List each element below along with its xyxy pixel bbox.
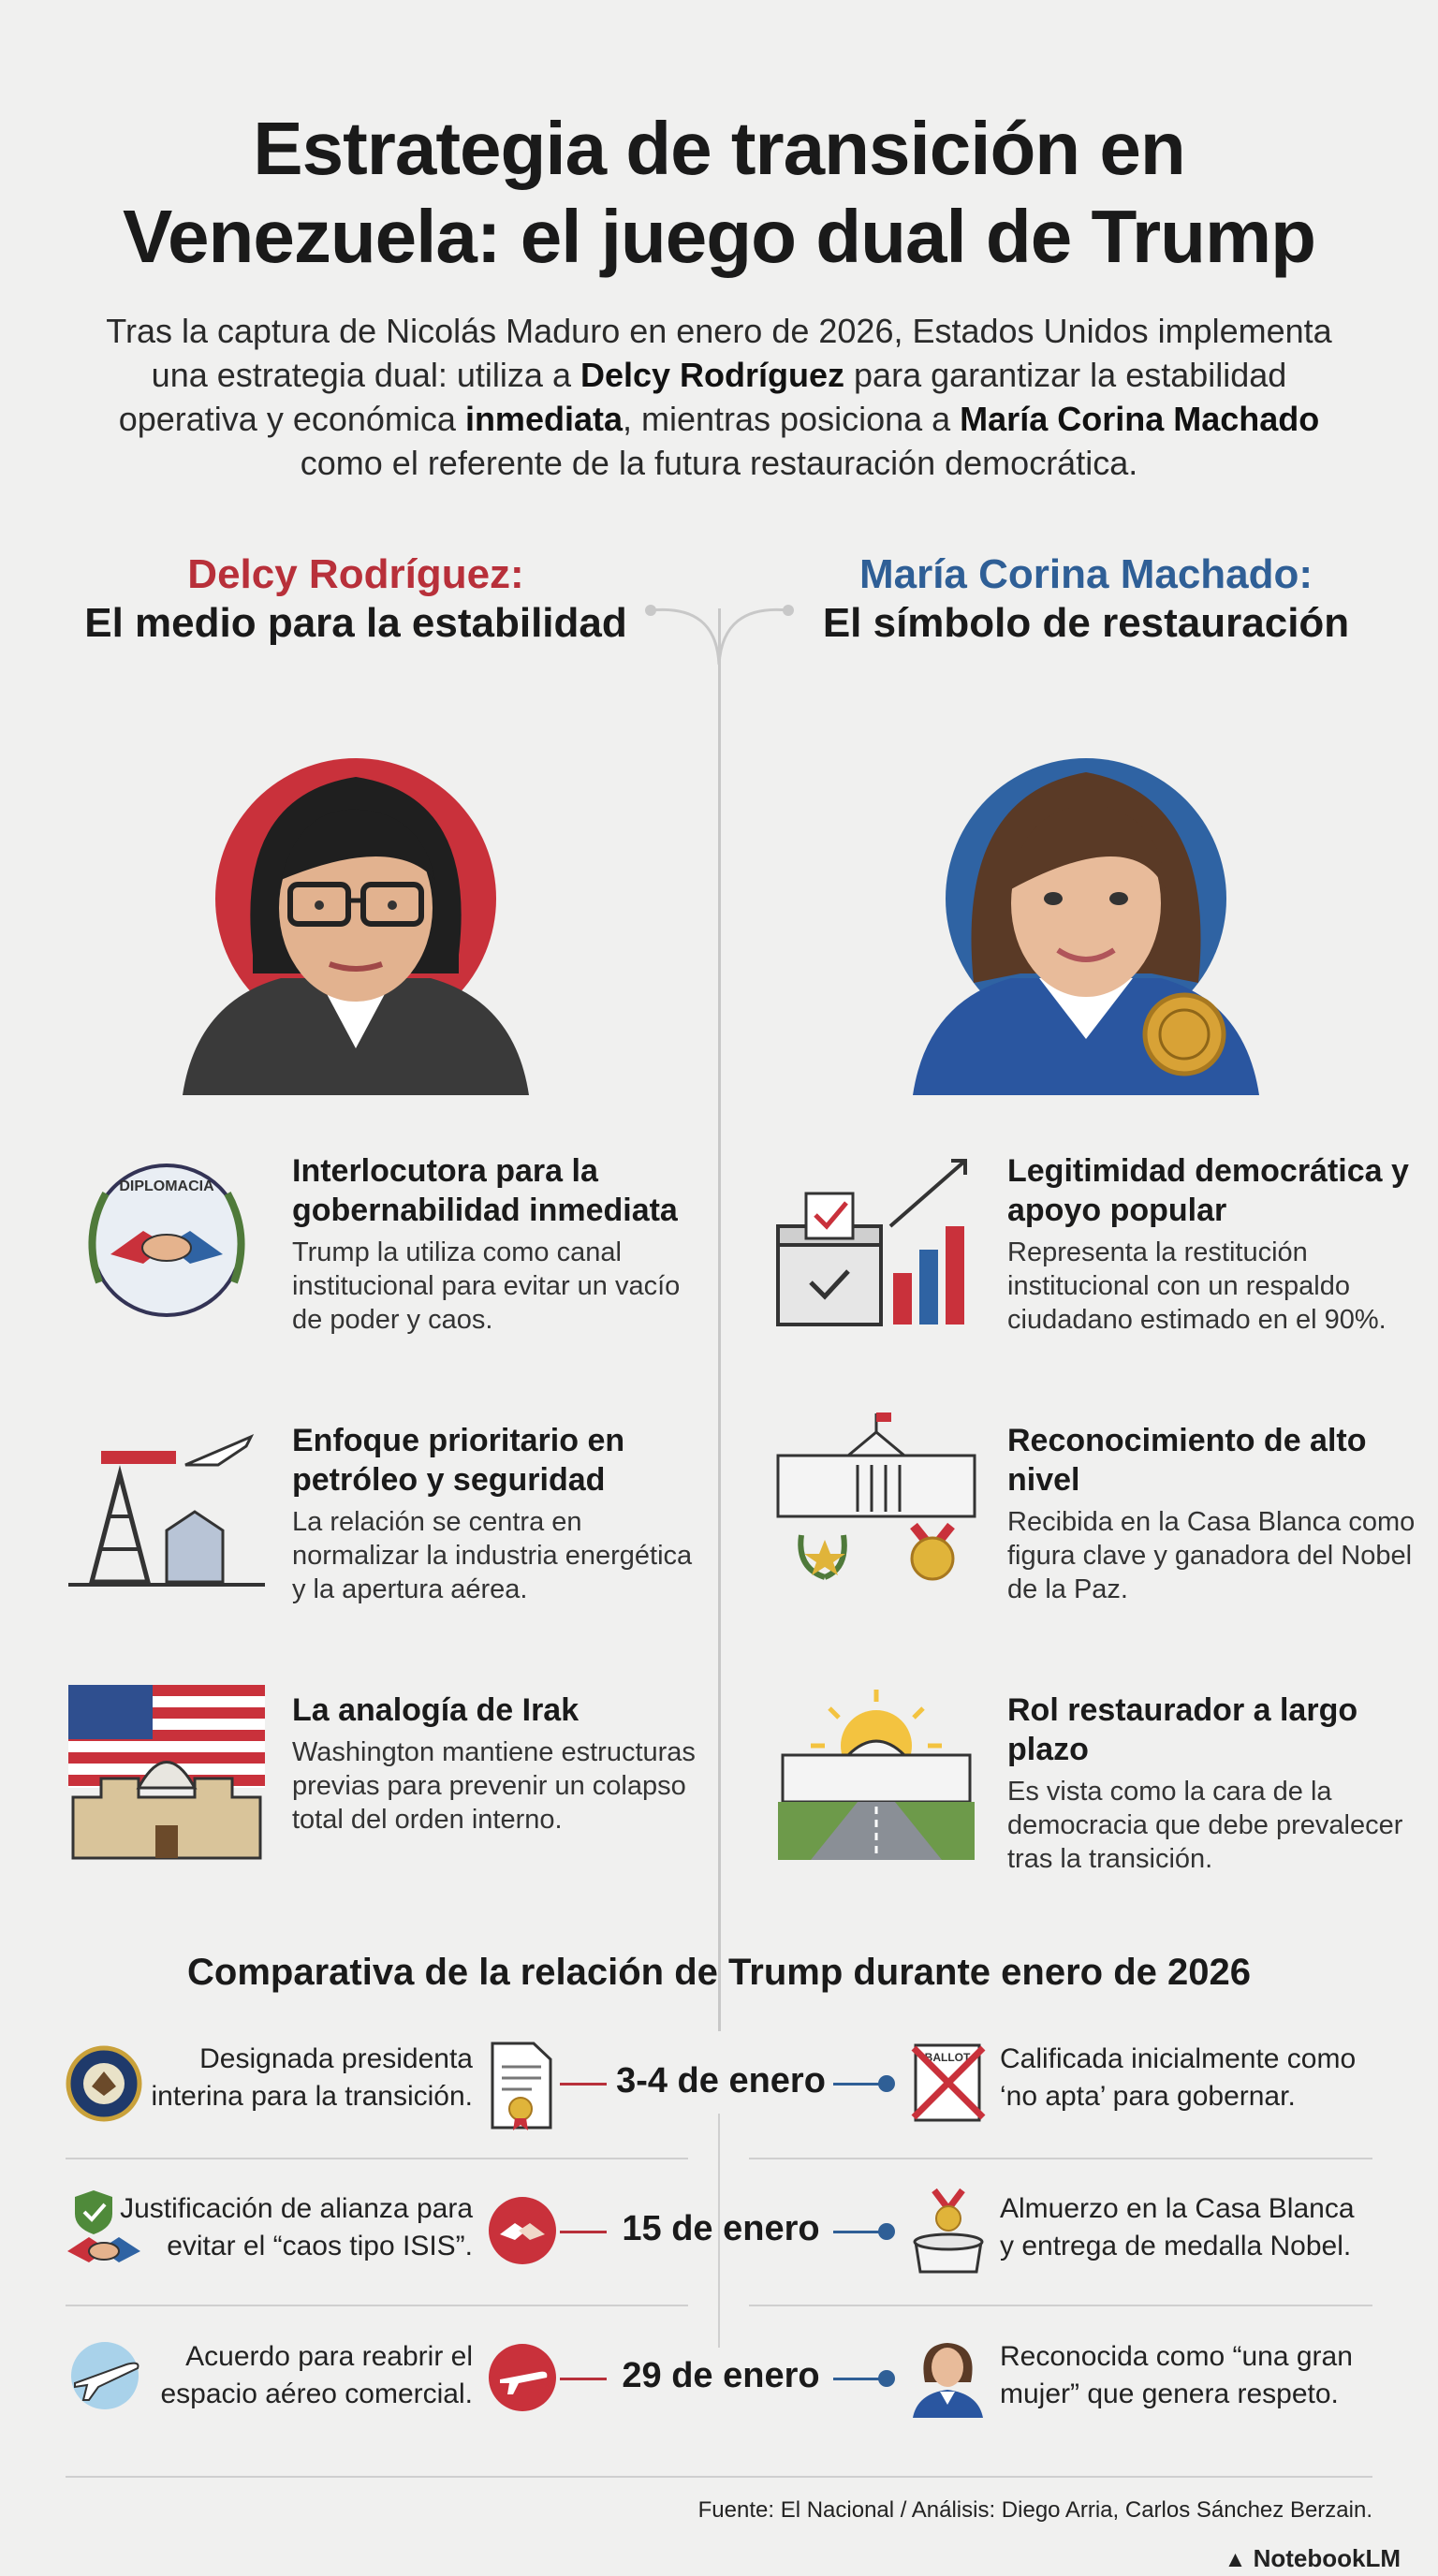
row-1-left-text: Designada presidenta interina para la tr… xyxy=(151,2043,473,2112)
document-certificate-icon xyxy=(491,2042,552,2130)
presidential-seal-icon xyxy=(66,2045,142,2122)
right-item-3-desc: Es vista como la cara de la democracia q… xyxy=(1007,1777,1403,1874)
left-column-heading: Delcy Rodríguez: El medio para la estabi… xyxy=(56,550,655,648)
airplane-badge-icon xyxy=(489,2344,556,2411)
left-item-3: La analogía de Irak Washington mantiene … xyxy=(292,1690,704,1837)
brand-text: NotebookLM xyxy=(1253,2544,1401,2572)
left-item-1: Interlocutora para la gobernabilidad inm… xyxy=(292,1151,704,1337)
left-name: Delcy Rodríguez: xyxy=(187,551,524,597)
ballot-box-chart-icon xyxy=(776,1159,967,1326)
comparison-title: Comparativa de la relación de Trump dura… xyxy=(187,1952,1251,1993)
row-1-right-dot xyxy=(878,2075,895,2092)
machado-portrait-icon xyxy=(913,758,1259,1095)
intro-paragraph: Tras la captura de Nicolás Maduro en ene… xyxy=(106,312,1332,482)
right-item-3: Rol restaurador a largo plazo Es vista c… xyxy=(1007,1690,1419,1876)
timeline-divider xyxy=(718,2114,720,2348)
row-1-right-connector xyxy=(833,2083,884,2086)
handshake-icon xyxy=(489,2197,556,2264)
airplane-icon xyxy=(71,2342,139,2409)
white-house-medal-icon xyxy=(776,1412,976,1581)
diplomacia-text: DIPLOMACIA xyxy=(119,1178,214,1194)
row-2-right-dot xyxy=(878,2223,895,2240)
dining-medal-icon xyxy=(913,2188,984,2274)
row-2-left-connector xyxy=(560,2231,607,2233)
right-subtitle: El símbolo de restauración xyxy=(822,600,1350,646)
row-3-date: 29 de enero xyxy=(622,2356,820,2395)
left-item-3-title: La analogía de Irak xyxy=(292,1692,580,1728)
ballot-text: BALLOT xyxy=(925,2051,971,2064)
row-1-right-text: Calificada inicialmente como ‘no apta’ p… xyxy=(1000,2043,1357,2112)
delcy-portrait-icon xyxy=(183,758,529,1095)
left-item-3-desc: Washington mantiene estructuras previas … xyxy=(292,1737,696,1835)
center-divider xyxy=(718,608,721,2031)
row-3-right-connector xyxy=(833,2378,884,2380)
row-3-left-connector xyxy=(560,2378,607,2380)
right-item-3-title: Rol restaurador a largo plazo xyxy=(1007,1692,1358,1767)
title-line-2: Venezuela: el juego dual de Trump xyxy=(123,195,1316,278)
right-item-1-title: Legitimidad democrática y apoyo popular xyxy=(1007,1153,1409,1228)
sunrise-road-icon xyxy=(778,1690,975,1860)
title-line-1: Estrategia de transición en xyxy=(253,107,1186,190)
left-item-2-title: Enfoque prioritario en petróleo y seguri… xyxy=(292,1423,625,1498)
source-note: Fuente: El Nacional / Análisis: Diego Ar… xyxy=(697,2497,1372,2523)
oil-rig-plane-icon xyxy=(68,1434,265,1587)
intro-bold-machado: María Corina Machado xyxy=(960,400,1320,438)
row-separator-1-left xyxy=(66,2158,688,2159)
right-item-1: Legitimidad democrática y apoyo popular … xyxy=(1007,1151,1419,1337)
heading-connector xyxy=(645,605,794,666)
intro-bold-delcy: Delcy Rodríguez xyxy=(580,356,845,394)
right-item-2-title: Reconocimiento de alto nivel xyxy=(1007,1423,1367,1498)
row-2-left-text: Justificación de alianza para evitar el … xyxy=(120,2193,473,2261)
handshake-wreath-icon: DIPLOMACIA xyxy=(88,1164,245,1317)
row-2-right-text: Almuerzo en la Casa Blanca y entrega de … xyxy=(1000,2193,1355,2261)
page-title: Estrategia de transición en Venezuela: el… xyxy=(0,105,1438,281)
right-item-2: Reconocimiento de alto nivel Recibida en… xyxy=(1007,1421,1419,1606)
row-3-right-dot xyxy=(878,2370,895,2387)
brand-label: ▲ NotebookLM xyxy=(1225,2544,1401,2573)
right-item-1-desc: Representa la restitución institucional … xyxy=(1007,1237,1387,1335)
left-subtitle: El medio para la estabilidad xyxy=(84,600,627,646)
footer-separator xyxy=(66,2476,1372,2478)
left-item-1-desc: Trump la utiliza como canal instituciona… xyxy=(292,1237,681,1335)
left-item-2: Enfoque prioritario en petróleo y seguri… xyxy=(292,1421,704,1606)
shield-handshake-icon xyxy=(67,2190,140,2262)
left-item-2-desc: La relación se centra en normalizar la i… xyxy=(292,1507,693,1604)
row-1-left-connector xyxy=(560,2083,607,2086)
right-item-2-desc: Recibida en la Casa Blanca como figura c… xyxy=(1007,1507,1416,1604)
row-2-right-connector xyxy=(833,2231,884,2233)
crossed-ballot-icon: BALLOT xyxy=(911,2043,986,2122)
right-column-heading: María Corina Machado: El símbolo de rest… xyxy=(786,550,1386,648)
notebook-logo-icon: ▲ xyxy=(1224,2547,1247,2572)
row-separator-2-left xyxy=(66,2305,688,2306)
intro-bold-inmediata: inmediata xyxy=(464,400,623,438)
row-3-left-text: Acuerdo para reabrir el espacio aéreo co… xyxy=(160,2341,473,2409)
row-1-date: 3-4 de enero xyxy=(616,2061,826,2100)
woman-avatar-icon xyxy=(913,2343,983,2418)
row-separator-1-right xyxy=(749,2158,1372,2159)
row-separator-2-right xyxy=(749,2305,1372,2306)
row-3-right-text: Reconocida como “una gran mujer” que gen… xyxy=(1000,2341,1353,2409)
right-name: María Corina Machado: xyxy=(858,551,1313,597)
row-2-date: 15 de enero xyxy=(622,2209,820,2248)
left-item-1-title: Interlocutora para la gobernabilidad inm… xyxy=(292,1153,678,1228)
flag-capitol-castle-icon xyxy=(68,1685,265,1860)
